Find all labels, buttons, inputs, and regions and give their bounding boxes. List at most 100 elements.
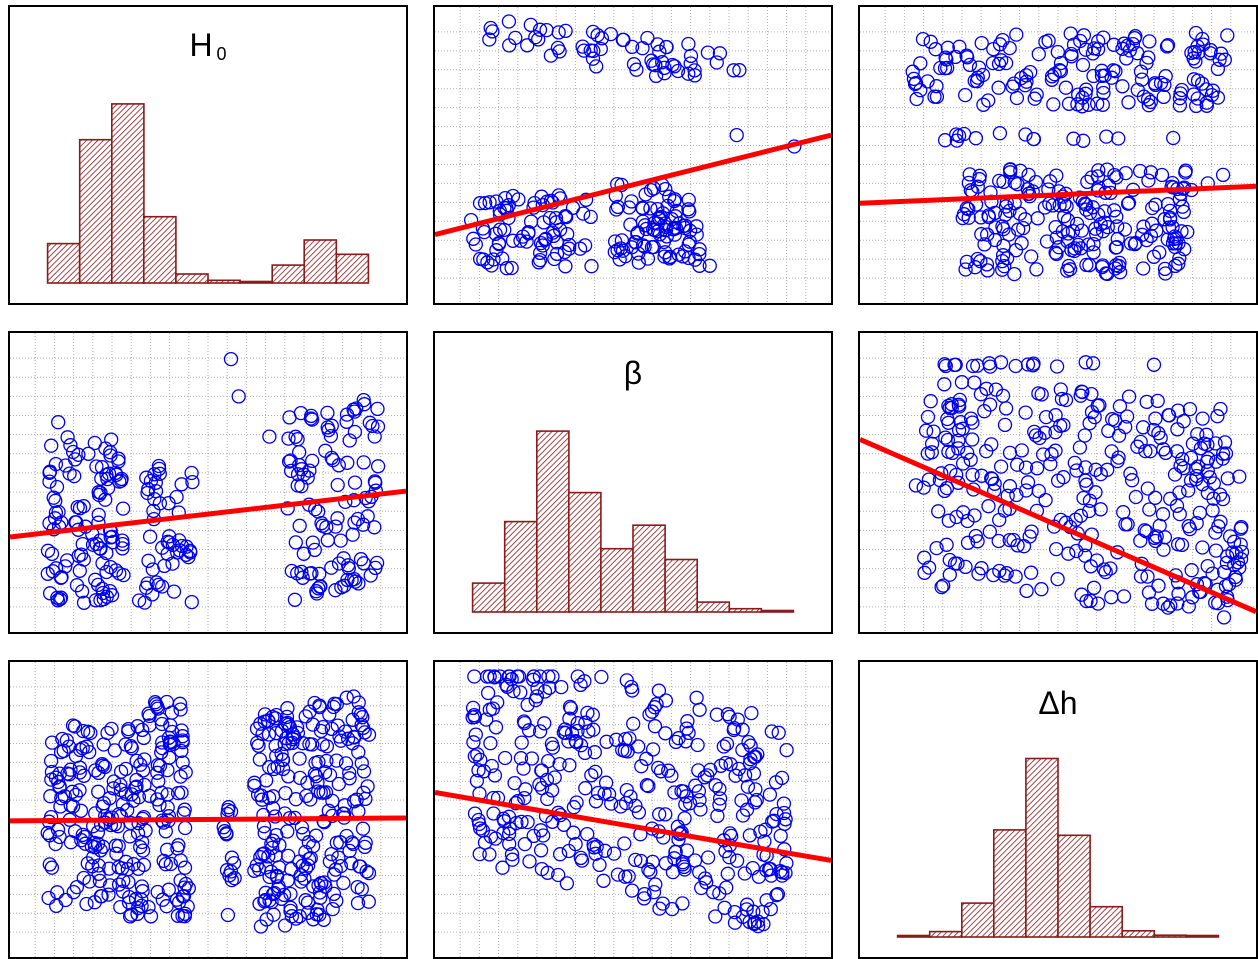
data-point [713, 783, 726, 796]
data-point [355, 553, 368, 566]
data-point [917, 33, 930, 46]
data-point [1092, 597, 1105, 610]
data-point [179, 822, 192, 835]
data-point [1019, 406, 1032, 419]
data-point [982, 500, 995, 513]
data-point [1087, 357, 1100, 370]
data-point [1173, 99, 1186, 112]
data-point [963, 58, 976, 71]
data-point [61, 431, 74, 444]
data-point [469, 728, 482, 741]
data-point [1083, 259, 1096, 272]
histogram-bar [304, 240, 336, 283]
data-point [560, 211, 573, 224]
h0-title: H0 [10, 29, 406, 61]
data-point [968, 376, 981, 389]
data-point [999, 418, 1012, 431]
data-point [487, 807, 500, 820]
data-point [632, 740, 645, 753]
histogram-bar [1090, 907, 1122, 937]
data-point [515, 736, 528, 749]
data-point [294, 771, 307, 784]
panel-h0-vs-beta-scatter [8, 331, 408, 634]
data-point [348, 516, 361, 529]
data-point [1211, 410, 1224, 423]
data-point [179, 861, 192, 874]
data-point [54, 800, 67, 813]
data-point [325, 419, 338, 432]
data-point [1142, 174, 1155, 187]
beta-hist-bars [473, 431, 794, 612]
histogram-bar [473, 583, 505, 612]
h0-vs-beta-svg [10, 333, 406, 632]
data-point [733, 64, 746, 77]
data-point [1078, 429, 1091, 442]
data-point [254, 851, 267, 864]
data-point [364, 569, 377, 582]
data-point [1020, 584, 1033, 597]
data-point [123, 830, 136, 843]
data-point [302, 896, 315, 909]
data-point [467, 701, 480, 714]
data-point [938, 378, 951, 391]
data-point [548, 771, 561, 784]
data-point [353, 860, 366, 873]
data-point [651, 38, 664, 51]
data-point [330, 754, 343, 767]
histogram-bar [994, 830, 1026, 937]
data-point [108, 744, 121, 757]
data-point [535, 844, 548, 857]
data-point [966, 416, 979, 429]
data-point [1196, 541, 1209, 554]
data-point [562, 845, 575, 858]
histogram-bar [697, 602, 729, 612]
data-point [1030, 88, 1043, 101]
data-point [304, 793, 317, 806]
data-point [579, 782, 592, 795]
data-point [626, 884, 639, 897]
data-point [691, 739, 704, 752]
histogram-bar [665, 560, 697, 613]
data-point [624, 218, 637, 231]
data-point [332, 459, 345, 472]
histogram-bar [962, 903, 994, 937]
beta-title-main: β [624, 355, 642, 391]
data-point [1134, 534, 1147, 547]
data-point [610, 733, 623, 746]
data-point [969, 132, 982, 145]
data-point [997, 239, 1010, 252]
data-point [591, 29, 604, 42]
data-point [1059, 81, 1072, 94]
histogram-bar [633, 525, 665, 612]
data-point [1196, 412, 1209, 425]
data-point [635, 760, 648, 773]
data-point [1050, 543, 1063, 556]
data-point [1073, 441, 1086, 454]
beta-vs-dh-svg [435, 662, 831, 957]
data-point [1158, 78, 1171, 91]
data-point [672, 732, 685, 745]
data-point [1009, 360, 1022, 373]
data-point [1206, 504, 1219, 517]
data-point [608, 847, 621, 860]
data-point [299, 894, 312, 907]
data-point [260, 774, 273, 787]
histogram-bar [537, 431, 569, 612]
data-point [496, 861, 509, 874]
panel-h0-vs-dh-scatter [8, 660, 408, 959]
panel-beta-vs-dh-scatter [433, 660, 833, 959]
data-point [579, 746, 592, 759]
data-point [1003, 480, 1016, 493]
data-point [962, 536, 975, 549]
data-point [636, 202, 649, 215]
data-point [1094, 503, 1107, 516]
histogram-bar [1058, 835, 1090, 937]
data-point [618, 837, 631, 850]
data-point [910, 77, 923, 90]
data-point [156, 718, 169, 731]
dh-vs-h0-svg [860, 7, 1256, 303]
histogram-bar [272, 265, 304, 283]
data-point [53, 780, 66, 793]
data-point [681, 715, 694, 728]
data-point [955, 376, 968, 389]
